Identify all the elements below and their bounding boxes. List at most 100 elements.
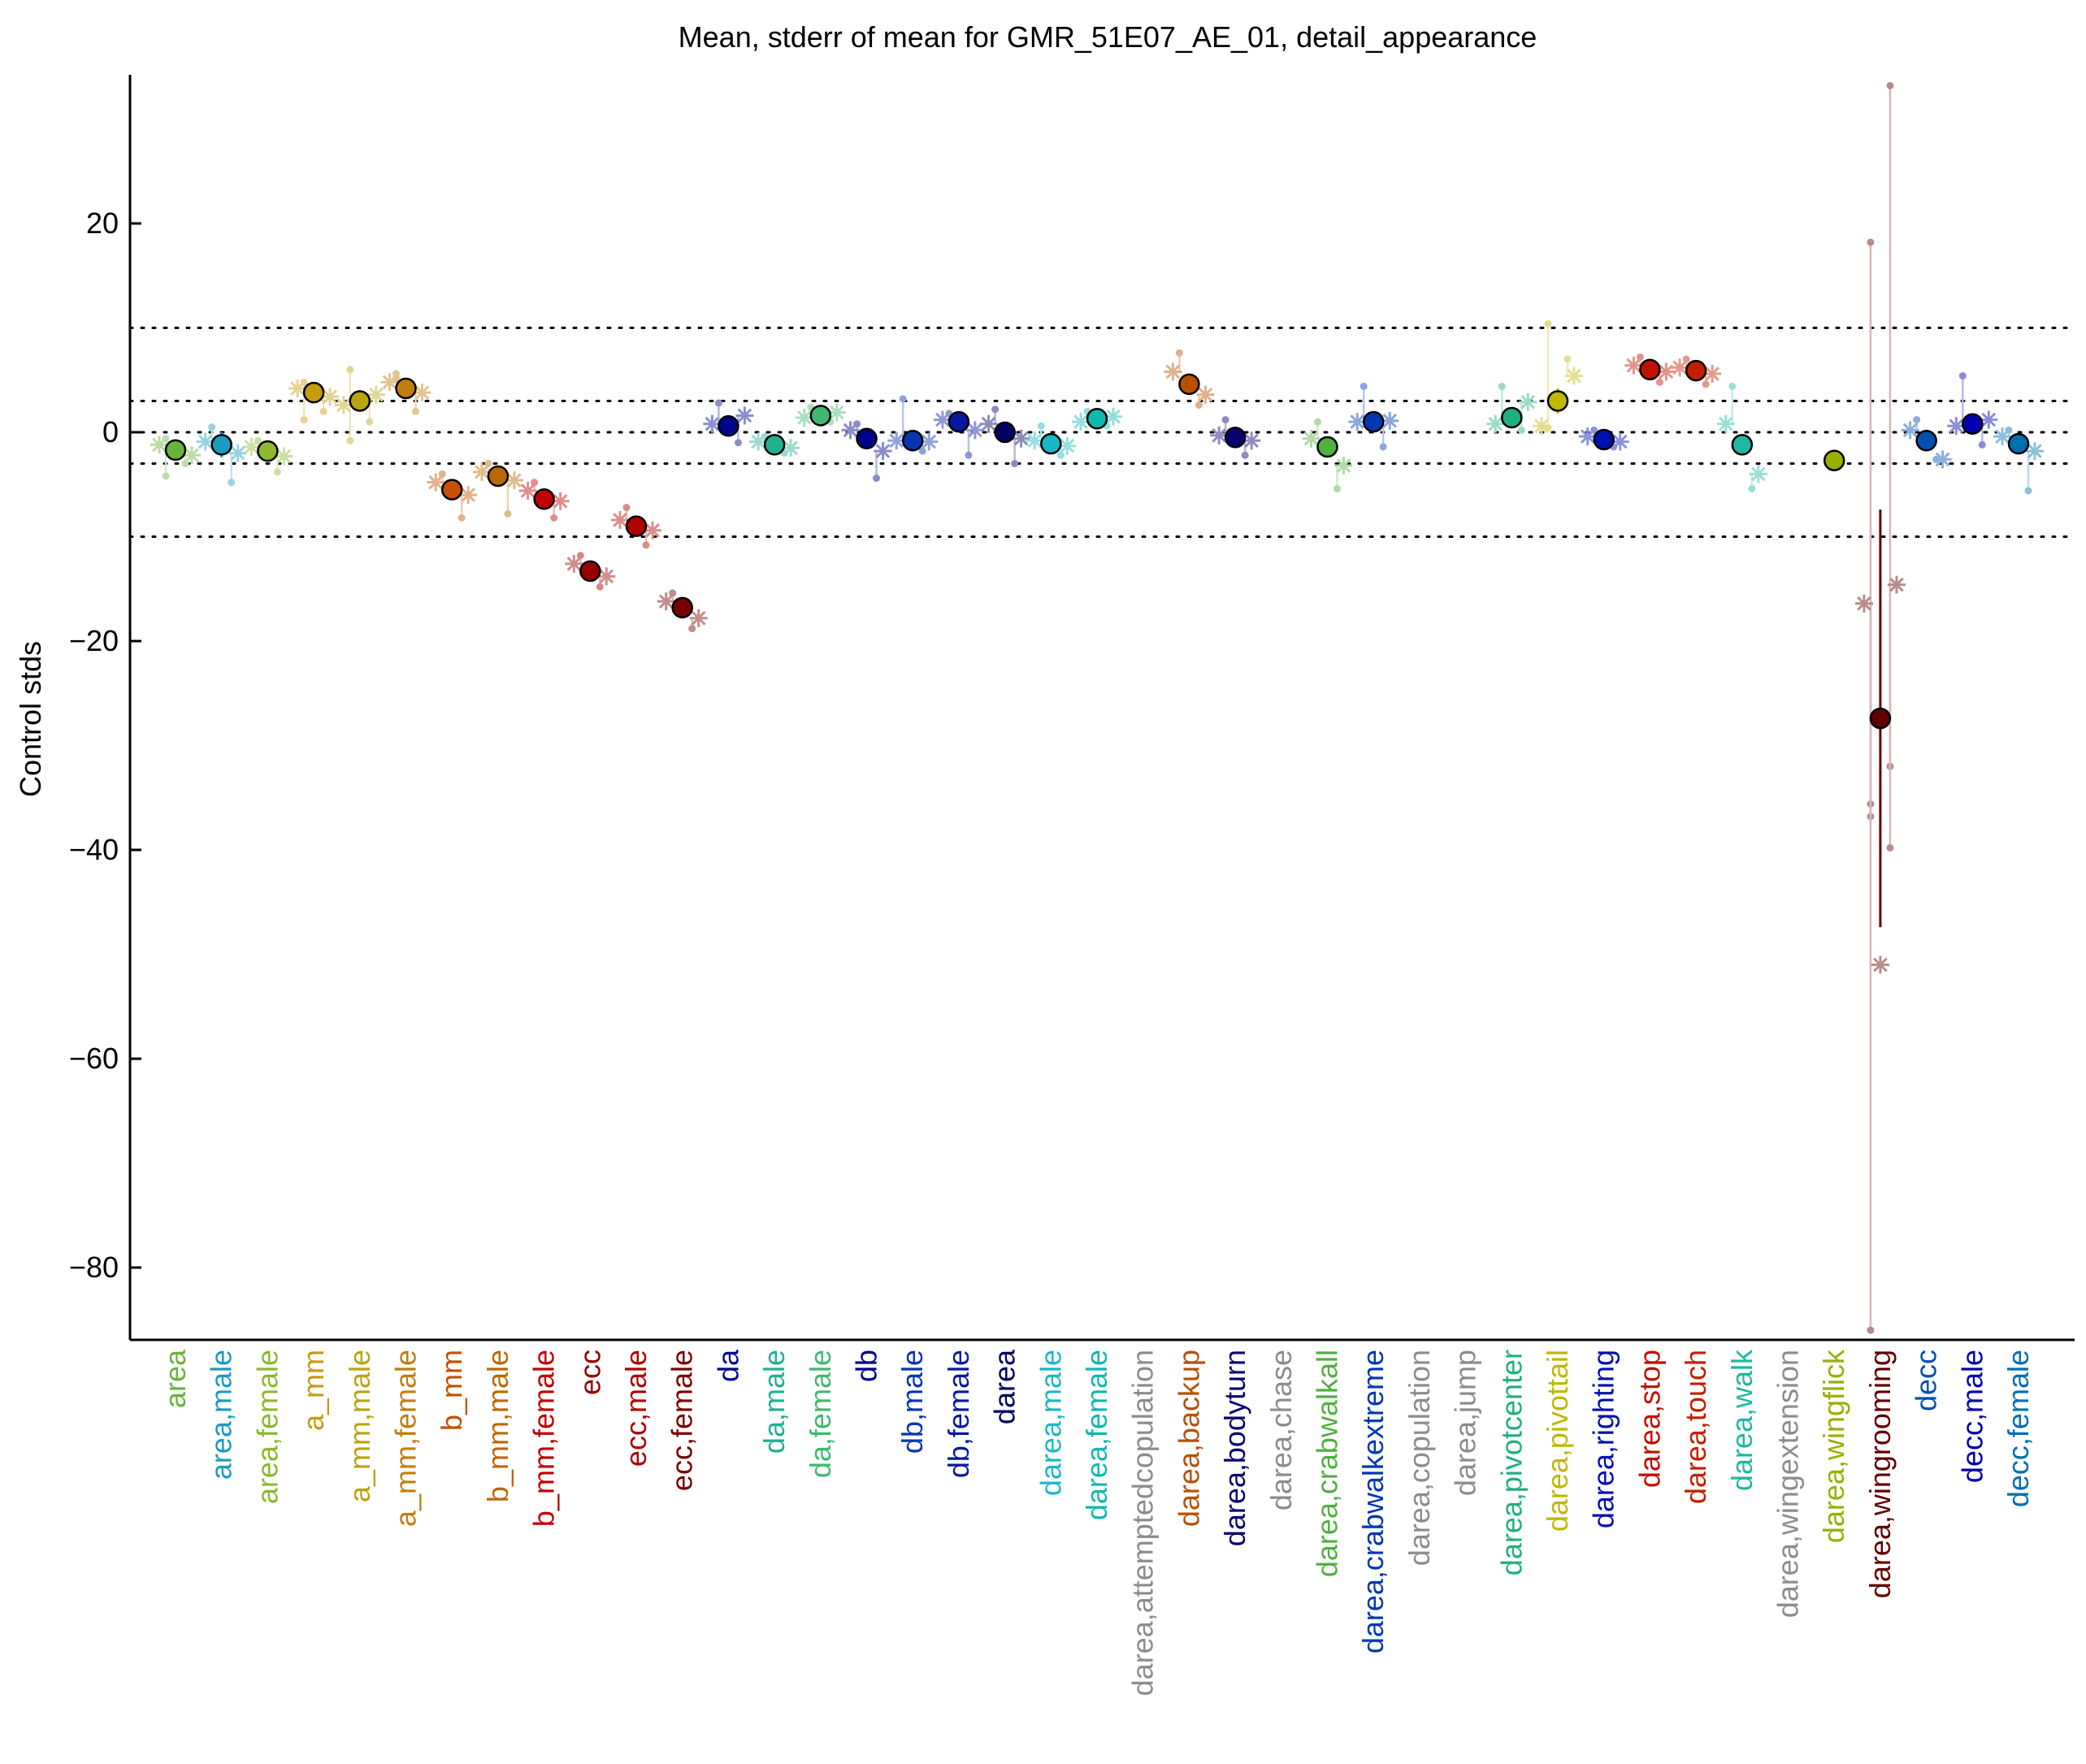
individual-point xyxy=(412,407,419,415)
individual-point xyxy=(1544,319,1552,327)
individual-point xyxy=(596,583,604,591)
mean-marker xyxy=(210,434,232,456)
female-star-marker xyxy=(321,388,340,406)
mean-marker xyxy=(901,430,924,452)
mean-marker xyxy=(718,415,739,437)
x-tick-label: da,male xyxy=(757,1350,791,1454)
individual-point xyxy=(873,475,880,483)
mean-marker xyxy=(1639,358,1661,381)
y-tick-label: −60 xyxy=(69,1042,119,1075)
mean-marker xyxy=(1823,449,1845,471)
individual-point xyxy=(319,407,327,415)
individual-point xyxy=(1498,382,1506,390)
female-star-marker xyxy=(1980,410,1998,429)
individual-point xyxy=(1913,416,1921,424)
y-ticks: 20 0 −20 −40 −60 −80 xyxy=(69,206,141,1284)
male-star-marker xyxy=(1533,417,1550,436)
individual-point xyxy=(1655,378,1663,386)
individual-point xyxy=(1748,484,1756,492)
individual-point xyxy=(734,439,742,447)
mean-marker xyxy=(1731,434,1754,456)
individual-point xyxy=(1958,372,1967,380)
individual-point xyxy=(991,405,1000,414)
mean-marker xyxy=(671,596,693,619)
male-star-marker xyxy=(1164,362,1182,381)
x-tick-label: darea,female xyxy=(1080,1350,1113,1520)
reference-lines xyxy=(128,327,2076,538)
individual-point xyxy=(1867,1326,1875,1334)
x-tick-label: darea,chase xyxy=(1264,1350,1298,1510)
x-tick-label: da xyxy=(711,1349,744,1382)
x-tick-label: darea xyxy=(988,1349,1021,1424)
x-tick-label: a_mm,female xyxy=(389,1350,423,1527)
mean-marker xyxy=(1224,427,1247,449)
x-tick-label: darea,touch xyxy=(1679,1350,1712,1504)
female-star-marker xyxy=(275,447,293,466)
female-star-marker xyxy=(1242,431,1261,450)
female-star-marker xyxy=(689,609,708,627)
male-star-marker xyxy=(518,481,537,500)
x-tick-label: db xyxy=(850,1350,883,1382)
individual-point xyxy=(1563,355,1572,363)
individual-point xyxy=(550,514,558,522)
mean-marker xyxy=(2007,432,2030,455)
mean-marker xyxy=(579,560,601,583)
x-tick-label: area xyxy=(158,1349,192,1408)
mean-marker xyxy=(948,410,970,433)
individual-point xyxy=(1037,422,1045,430)
female-star-marker xyxy=(1749,465,1767,483)
individual-point xyxy=(1241,451,1249,459)
male-star-marker xyxy=(841,421,860,440)
y-axis-label: Control stds xyxy=(14,641,47,797)
data-marks xyxy=(150,81,2044,1334)
mean-marker xyxy=(1915,430,1937,452)
female-star-marker xyxy=(413,384,432,402)
female-star-marker xyxy=(1196,385,1215,404)
male-star-marker xyxy=(288,379,307,398)
male-star-marker xyxy=(1486,414,1505,433)
male-star-marker xyxy=(472,462,491,481)
x-tick-label: darea,crabwalkextreme xyxy=(1356,1350,1390,1653)
mean-marker xyxy=(809,405,832,427)
female-star-marker xyxy=(827,403,846,422)
mean-marker xyxy=(1501,406,1523,429)
x-tick-label: da,female xyxy=(804,1350,837,1478)
female-star-marker xyxy=(1104,407,1122,426)
individual-point xyxy=(1056,451,1065,459)
male-star-marker xyxy=(611,510,629,529)
individual-point xyxy=(273,468,281,476)
individual-point xyxy=(1728,382,1737,390)
male-star-marker xyxy=(242,437,261,456)
individual-point xyxy=(1175,349,1183,357)
female-star-marker xyxy=(965,421,984,440)
individual-point xyxy=(162,472,170,480)
mean-marker xyxy=(1685,359,1707,382)
individual-point xyxy=(576,552,584,560)
male-star-marker xyxy=(795,409,813,427)
mean-marker xyxy=(487,465,510,488)
individual-point xyxy=(918,447,926,455)
individual-point xyxy=(622,504,631,512)
individual-point xyxy=(1886,81,1894,89)
x-tick-label: darea,pivottail xyxy=(1541,1350,1574,1532)
individual-point xyxy=(1221,416,1229,424)
mean-marker xyxy=(1962,413,1984,435)
individual-point xyxy=(899,395,907,403)
x-tick-label: darea,wingflick xyxy=(1817,1349,1850,1543)
individual-point xyxy=(2024,487,2032,495)
male-star-marker xyxy=(1901,421,1919,440)
mean-marker xyxy=(1316,436,1338,458)
male-star-marker xyxy=(1026,431,1044,450)
x-tick-label: ecc,female xyxy=(666,1350,699,1491)
mean-marker xyxy=(625,515,648,537)
y-tick-label: 0 xyxy=(102,415,119,449)
female-star-marker xyxy=(1565,366,1583,385)
x-tick-label: db,male xyxy=(896,1350,929,1454)
x-tick-label: b_mm,male xyxy=(481,1350,514,1502)
y-tick-label: 20 xyxy=(86,206,119,240)
x-tick-label: darea,bodyturn xyxy=(1218,1350,1251,1546)
individual-point xyxy=(1314,418,1321,426)
mean-marker xyxy=(1178,373,1200,396)
individual-point xyxy=(965,451,973,459)
x-tick-label: ecc,male xyxy=(619,1350,653,1467)
